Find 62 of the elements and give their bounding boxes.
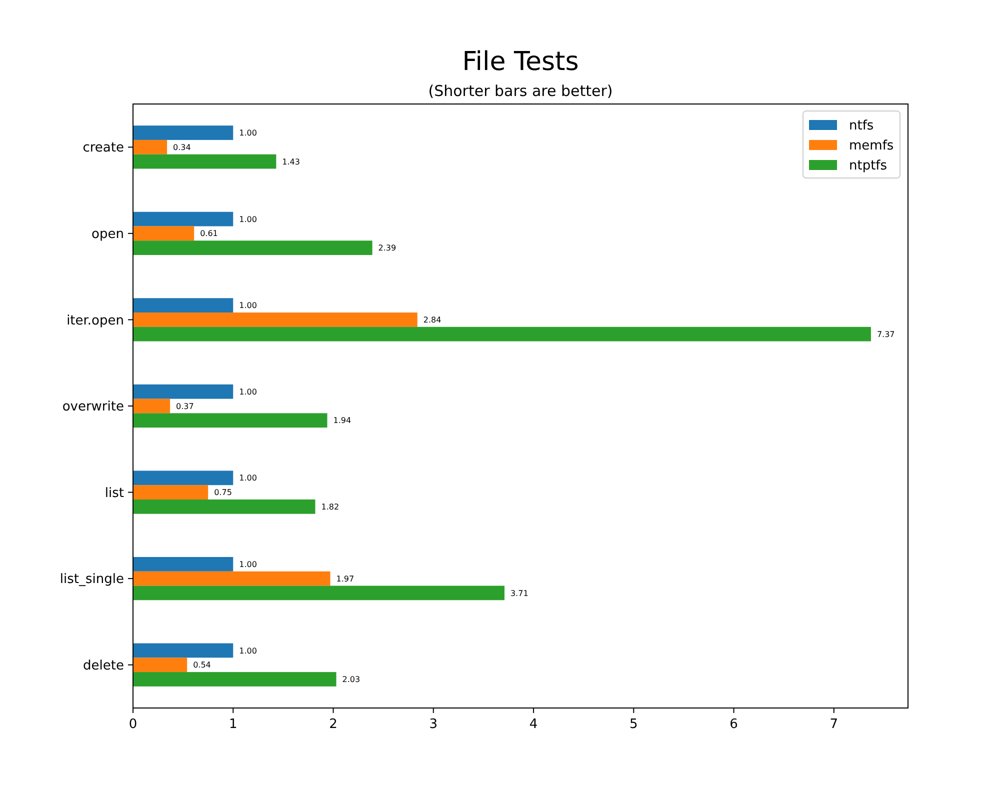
- y-tick-label: list_single: [60, 572, 124, 588]
- bar: [133, 499, 316, 514]
- y-tick-label: list: [104, 486, 124, 501]
- bar: [133, 485, 208, 500]
- data-label: 0.54: [193, 660, 211, 670]
- bar: [133, 140, 168, 154]
- data-label: 1.00: [239, 128, 257, 138]
- bar: [133, 672, 336, 686]
- bar: [133, 658, 188, 672]
- y-tick-label: delete: [83, 658, 124, 674]
- bar: [133, 240, 372, 255]
- data-label: 1.82: [321, 502, 340, 512]
- legend-label: ntptfs: [849, 158, 888, 174]
- bar: [133, 326, 871, 342]
- x-tick-label: 7: [830, 717, 838, 732]
- bar: [133, 413, 328, 428]
- bar: [133, 126, 234, 140]
- x-tick-label: 6: [730, 717, 738, 732]
- bar: [133, 312, 418, 327]
- data-label: 0.34: [173, 142, 191, 152]
- data-label: 0.37: [176, 402, 194, 411]
- bar: [133, 571, 330, 586]
- bar: [133, 470, 234, 486]
- bar: [133, 298, 234, 313]
- bar: [133, 226, 194, 241]
- bar: [133, 398, 170, 414]
- bar: [133, 384, 234, 399]
- data-label: 1.00: [239, 560, 257, 569]
- data-label: 2.03: [342, 675, 360, 684]
- data-label: 1.00: [239, 474, 257, 483]
- bar: [133, 643, 234, 658]
- legend-label: ntfs: [849, 118, 874, 134]
- bar: [133, 586, 504, 600]
- bar: [133, 557, 234, 572]
- x-tick-label: 2: [329, 717, 338, 732]
- y-tick-label: open: [92, 226, 124, 242]
- data-label: 0.61: [200, 229, 218, 238]
- data-label: 1.00: [239, 214, 257, 224]
- data-label: 1.00: [239, 646, 257, 656]
- y-tick-label: iter.open: [66, 313, 124, 328]
- legend-label: memfs: [849, 138, 894, 154]
- data-label: 1.94: [333, 416, 352, 426]
- data-label: 3.71: [510, 588, 528, 598]
- x-tick-label: 0: [128, 717, 138, 732]
- data-label: 2.84: [423, 316, 442, 325]
- y-tick-label: create: [82, 140, 124, 156]
- data-label: 1.97: [336, 574, 354, 584]
- y-tick-label: overwrite: [62, 400, 124, 415]
- x-tick-label: 5: [630, 717, 638, 732]
- chart-subtitle: (Shorter bars are better): [428, 82, 613, 100]
- data-label: 0.75: [214, 488, 232, 498]
- x-tick-label: 1: [228, 717, 238, 732]
- data-label: 7.37: [876, 330, 895, 339]
- data-label: 1.43: [282, 157, 300, 166]
- chart-title: File Tests: [462, 47, 579, 77]
- x-tick-label: 3: [429, 717, 438, 732]
- x-tick-label: 4: [529, 717, 538, 732]
- data-label: 2.39: [378, 244, 396, 253]
- data-label: 1.00: [239, 387, 257, 396]
- data-label: 1.00: [239, 301, 257, 310]
- bar: [133, 154, 276, 169]
- bar: [133, 212, 234, 226]
